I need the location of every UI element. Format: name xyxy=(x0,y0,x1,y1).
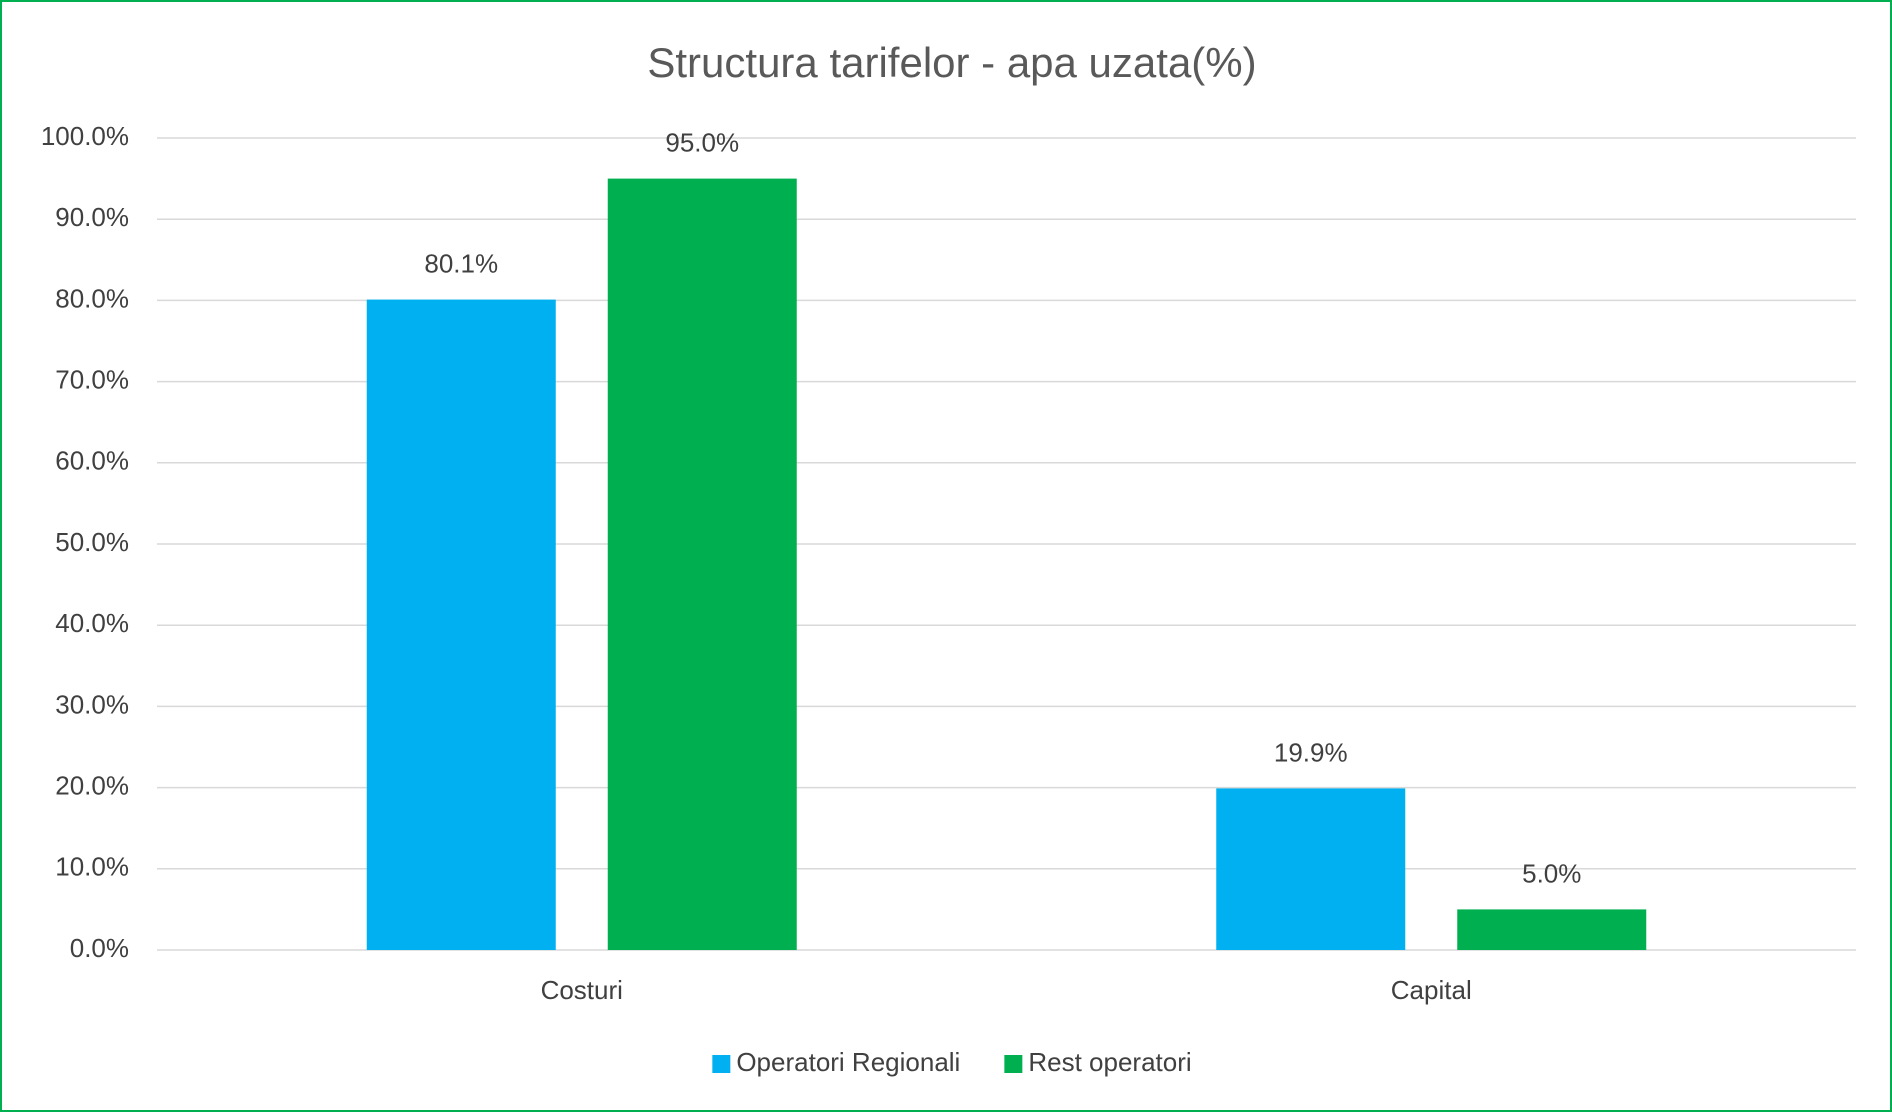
legend-label: Operatori Regionali xyxy=(736,1047,960,1077)
y-tick-label: 40.0% xyxy=(55,608,129,638)
chart-title: Structura tarifelor - apa uzata(%) xyxy=(647,39,1256,86)
y-tick-label: 0.0% xyxy=(70,933,129,963)
y-tick-label: 60.0% xyxy=(55,446,129,476)
data-label: 5.0% xyxy=(1522,858,1581,888)
y-tick-label: 20.0% xyxy=(55,770,129,800)
bar xyxy=(1216,788,1406,950)
x-tick-label: Capital xyxy=(1391,975,1472,1005)
y-tick-label: 70.0% xyxy=(55,364,129,394)
legend-swatch xyxy=(712,1055,731,1073)
bar xyxy=(607,178,797,951)
y-tick-label: 90.0% xyxy=(55,202,129,232)
y-tick-label: 80.0% xyxy=(55,283,129,313)
y-tick-label: 50.0% xyxy=(55,527,129,557)
y-tick-label: 10.0% xyxy=(55,852,129,882)
data-label: 80.1% xyxy=(424,248,498,278)
x-tick-label: Costuri xyxy=(541,975,623,1005)
bar xyxy=(366,299,556,950)
y-tick-label: 100.0% xyxy=(41,121,129,151)
legend-swatch xyxy=(1004,1055,1023,1073)
legend-label: Rest operatori xyxy=(1028,1047,1191,1077)
y-tick-label: 30.0% xyxy=(55,689,129,719)
bar xyxy=(1457,909,1647,950)
data-label: 19.9% xyxy=(1274,737,1348,767)
data-label: 95.0% xyxy=(665,127,739,157)
